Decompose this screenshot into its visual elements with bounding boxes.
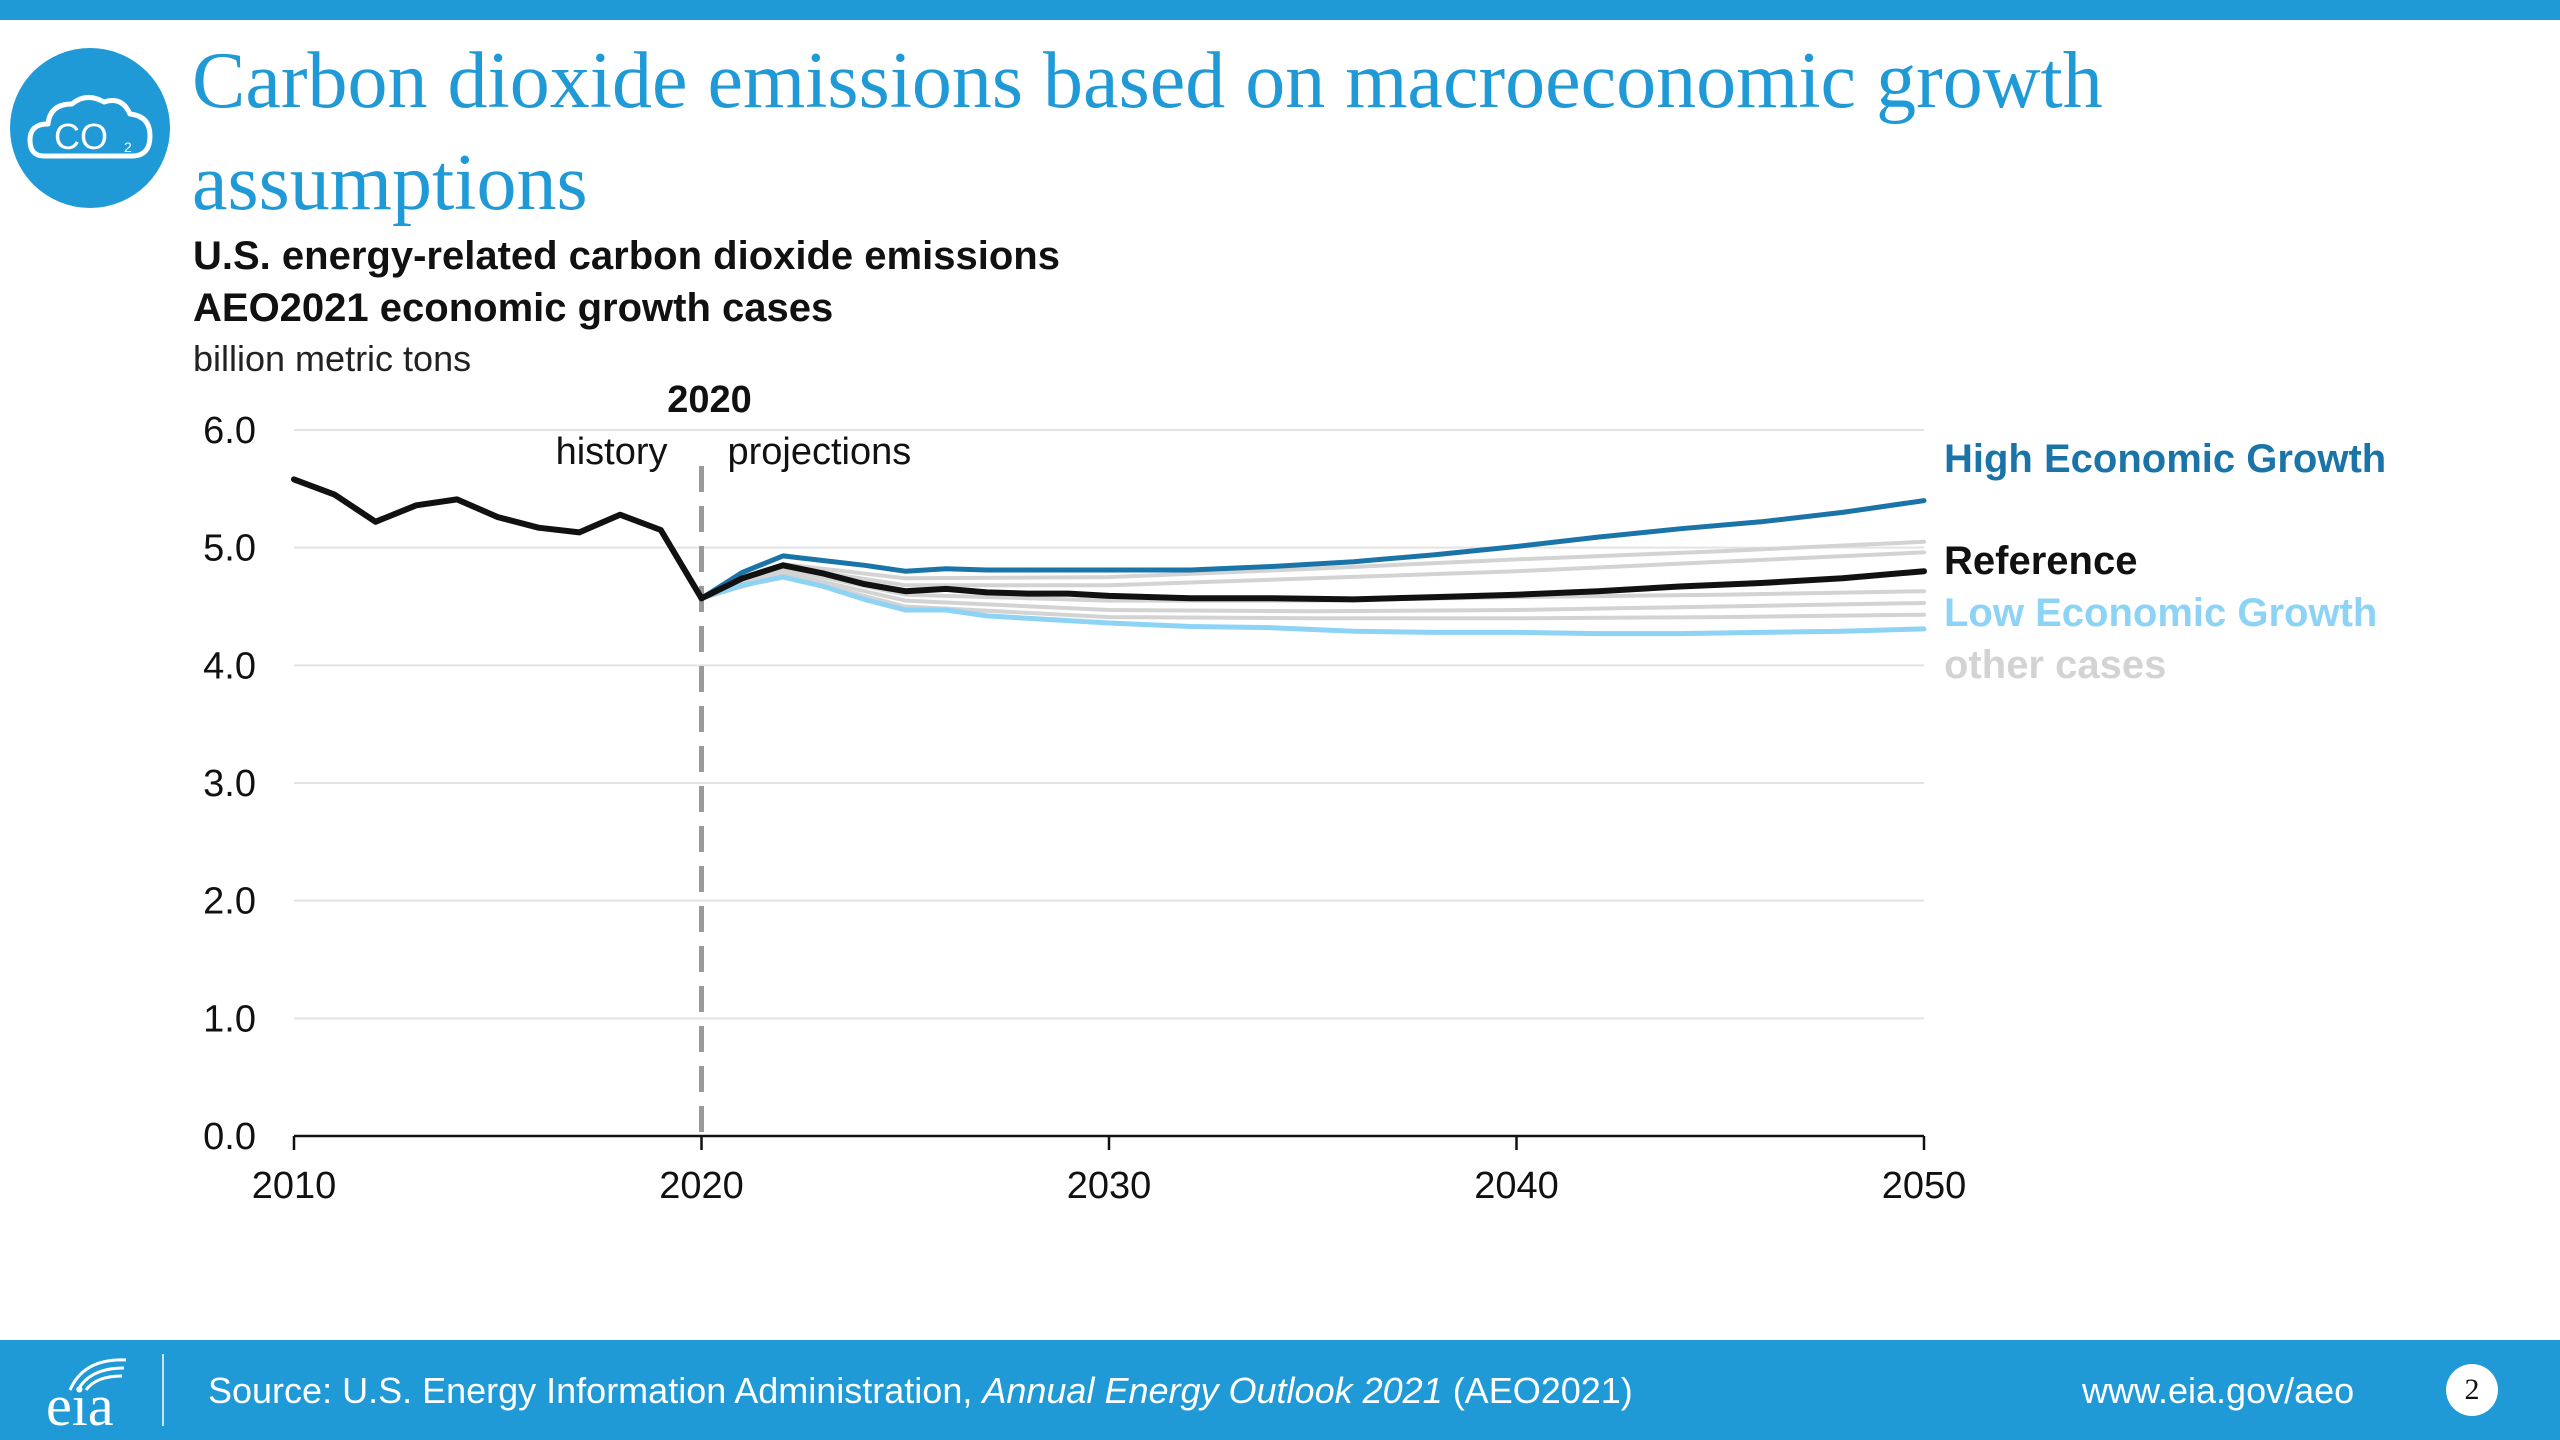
y-tick-label: 2.0 bbox=[203, 881, 256, 923]
emissions-line-chart: 0.0 1.0 2.0 3.0 4.0 5.0 6.0 2010 2020 2030 2040 205… bbox=[203, 379, 2386, 1207]
source-publication: Annual Energy Outlook 2021 bbox=[982, 1370, 1443, 1411]
co2-cloud-icon: CO 2 bbox=[10, 48, 170, 208]
x-tick-label: 2010 bbox=[252, 1165, 337, 1207]
projections-label: projections bbox=[728, 431, 912, 473]
footer-bar: eia Source: U.S. Energy Information Admi… bbox=[0, 1340, 2560, 1440]
y-tick-label: 4.0 bbox=[203, 645, 256, 687]
footer-divider bbox=[162, 1354, 164, 1426]
chart-subtitle: AEO2021 economic growth cases bbox=[193, 286, 834, 330]
top-accent-bar bbox=[0, 0, 2560, 20]
source-suffix: (AEO2021) bbox=[1442, 1370, 1633, 1411]
history-label: history bbox=[556, 431, 668, 473]
x-tick-label: 2030 bbox=[1067, 1165, 1152, 1207]
series-line-high-economic-growth bbox=[699, 498, 1927, 601]
x-tick-label: 2050 bbox=[1882, 1165, 1967, 1207]
series-line-reference bbox=[698, 562, 1927, 603]
page-number: 2 bbox=[2446, 1364, 2498, 1416]
history-line bbox=[291, 476, 705, 602]
eia-logo-arcs bbox=[68, 1358, 127, 1391]
y-tick-label: 5.0 bbox=[203, 528, 256, 570]
eia-logo-text: eia bbox=[46, 1373, 114, 1438]
source-prefix: Source: U.S. Energy Information Administ… bbox=[208, 1370, 983, 1411]
series-label-other-cases: other cases bbox=[1944, 643, 2166, 687]
divider-year-label: 2020 bbox=[667, 379, 752, 421]
chart-title: U.S. energy-related carbon dioxide emiss… bbox=[193, 234, 1060, 278]
co2-cloud-graphic: CO 2 bbox=[27, 95, 153, 159]
x-tick-label: 2020 bbox=[659, 1165, 744, 1207]
y-tick-label: 3.0 bbox=[203, 763, 256, 805]
co2-badge-subscript: 2 bbox=[124, 139, 132, 155]
y-tick-label: 0.0 bbox=[203, 1116, 256, 1158]
series-line-low-economic-growth bbox=[699, 574, 1927, 637]
slide-title: Carbon dioxide emissions based on macroe… bbox=[192, 37, 2103, 227]
series-label-high-economic-growth: High Economic Growth bbox=[1944, 437, 2386, 481]
source-citation: Source: U.S. Energy Information Administ… bbox=[208, 1370, 1633, 1412]
series-label-reference: Reference bbox=[1944, 539, 2137, 583]
eia-url-link[interactable]: www.eia.gov/aeo bbox=[2082, 1370, 2355, 1411]
eia-logo: eia bbox=[40, 1352, 150, 1436]
co2-badge-text: CO bbox=[54, 116, 108, 157]
y-tick-label: 6.0 bbox=[203, 410, 256, 452]
other-case-line bbox=[699, 570, 1926, 614]
y-tick-label: 1.0 bbox=[203, 998, 256, 1040]
y-axis-units: billion metric tons bbox=[193, 338, 472, 379]
x-tick-label: 2040 bbox=[1474, 1165, 1559, 1207]
series-label-low-economic-growth: Low Economic Growth bbox=[1944, 591, 2377, 635]
